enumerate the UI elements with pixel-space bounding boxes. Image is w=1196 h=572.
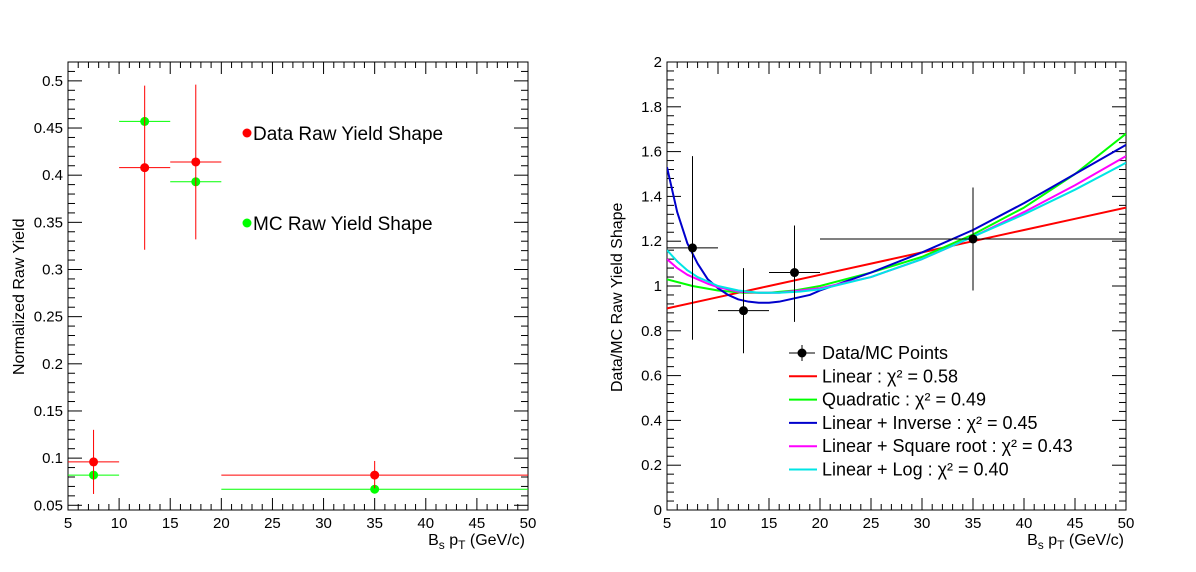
fit-curve-linear-log xyxy=(667,161,1126,294)
right-y-tick-label: 1 xyxy=(654,278,662,295)
right-x-tick-label: 20 xyxy=(812,515,829,532)
left-legend-marker xyxy=(242,128,252,138)
left-chart-panel: 5 10 15 20 25 30 35 40 45 50 0.05 0.1 0.15 0.2 0.25 0.3… xyxy=(11,61,537,552)
left-x-tick-label: 25 xyxy=(264,515,281,532)
left-x-tick-label: 40 xyxy=(417,515,434,532)
ratio-point xyxy=(790,268,799,278)
left-legend-label: Data Raw Yield Shape xyxy=(253,124,443,145)
right-x-tick-label: 45 xyxy=(1067,515,1084,532)
fit-curve-quadratic xyxy=(667,132,1126,294)
right-y-tick-label: 0.6 xyxy=(641,368,662,385)
fit-curve-linear xyxy=(667,206,1126,310)
left-y-tick-label: 0.15 xyxy=(34,403,63,420)
ratio-point xyxy=(739,306,748,316)
right-y-tick-label: 2 xyxy=(654,54,662,71)
left-frame xyxy=(67,61,529,511)
left-y-tick-label: 0.25 xyxy=(34,309,63,326)
data-point xyxy=(89,457,99,467)
left-y-tick-label: 0.35 xyxy=(34,214,63,231)
right-x-tick-label: 25 xyxy=(863,515,880,532)
right-legend-label: Data/MC Points xyxy=(822,343,948,363)
right-y-tick-label: 0 xyxy=(654,502,662,519)
left-y-tick-label: 0.1 xyxy=(42,450,63,467)
right-chart-panel: 5 10 15 20 25 30 35 40 45 50 0 0.2 0.4 0.6 0.8 1 1.2 1.4 1… xyxy=(609,54,1134,552)
right-fit-curves xyxy=(667,132,1126,310)
right-x-tick-label: 50 xyxy=(1118,515,1135,532)
left-x-tick-label: 45 xyxy=(469,515,486,532)
right-legend-label: Linear + Inverse : χ² = 0.45 xyxy=(822,413,1038,433)
left-y-tick-label: 0.4 xyxy=(42,167,63,184)
left-x-tick-label: 20 xyxy=(213,515,230,532)
right-y-tick-label: 1.4 xyxy=(641,188,662,205)
right-legend: Data/MC Points Linear : χ² = 0.58 Quadrati… xyxy=(789,343,1073,480)
right-x-tick-label: 15 xyxy=(761,515,778,532)
left-legend: Data Raw Yield Shape MC Raw Yield Shape xyxy=(242,124,443,235)
fit-curve-linear-square-root xyxy=(667,155,1126,294)
data-point xyxy=(370,470,380,480)
left-y-axis-label: Normalized Raw Yield xyxy=(11,218,28,375)
left-x-tick-label: 35 xyxy=(366,515,383,532)
left-x-tick-label: 5 xyxy=(64,515,72,532)
left-y-tick-label: 0.5 xyxy=(42,73,63,90)
left-x-axis-label: Bs​ pT​ (GeV/c) xyxy=(428,532,525,552)
right-y-axis-label: Data/MC Raw Yield Shape xyxy=(609,202,626,392)
left-x-tick-label: 30 xyxy=(315,515,332,532)
right-y-tick-label: 0.2 xyxy=(641,457,662,474)
mc-point xyxy=(370,484,380,494)
right-legend-label: Linear : χ² = 0.58 xyxy=(822,366,958,386)
right-x-tick-label: 5 xyxy=(663,515,671,532)
left-y-tick-label: 0.2 xyxy=(42,356,63,373)
right-y-tick-label: 1.6 xyxy=(641,144,662,161)
right-x-tick-label: 30 xyxy=(914,515,931,532)
fit-curve-linear-inverse xyxy=(667,144,1126,304)
right-y-tick-label: 1.8 xyxy=(641,99,662,116)
left-y-tick-label: 0.45 xyxy=(34,120,63,137)
left-legend-label: MC Raw Yield Shape xyxy=(253,214,433,235)
left-x-tick-label: 10 xyxy=(111,515,128,532)
ratio-point xyxy=(688,243,697,253)
right-y-tick-label: 0.4 xyxy=(641,412,662,429)
right-x-tick-label: 40 xyxy=(1016,515,1033,532)
right-y-tick-label: 1.2 xyxy=(641,233,662,250)
left-legend-marker xyxy=(242,218,252,228)
left-x-tick-label: 15 xyxy=(162,515,179,532)
right-legend-label: Linear + Log : χ² = 0.40 xyxy=(822,460,1009,480)
left-y-tick-label: 0.05 xyxy=(34,497,63,514)
right-x-tick-label: 10 xyxy=(710,515,727,532)
right-legend-label: Linear + Square root : χ² = 0.43 xyxy=(822,436,1073,456)
ratio-point xyxy=(968,234,978,244)
left-y-tick-label: 0.3 xyxy=(42,261,63,278)
right-y-tick-label: 0.8 xyxy=(641,323,662,340)
data-point xyxy=(191,157,201,167)
left-x-tick-label: 50 xyxy=(520,515,537,532)
right-legend-marker xyxy=(797,348,807,358)
right-x-tick-label: 35 xyxy=(965,515,982,532)
right-legend-label: Quadratic : χ² = 0.49 xyxy=(822,390,986,410)
data-point xyxy=(140,163,150,173)
right-x-axis-label: Bs​ pT​ (GeV/c) xyxy=(1027,532,1124,552)
